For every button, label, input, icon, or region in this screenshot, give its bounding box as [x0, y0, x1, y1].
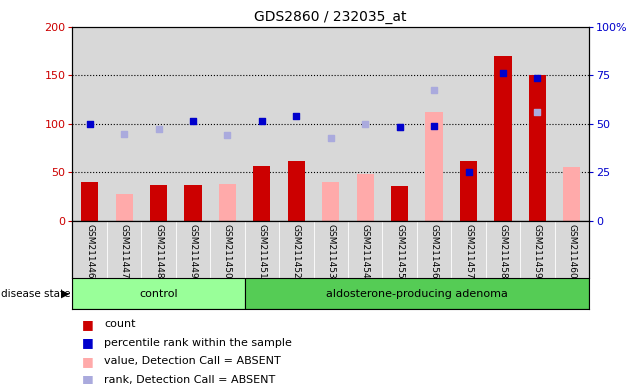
Text: GSM211452: GSM211452 [292, 223, 301, 278]
Point [464, 169, 474, 175]
Text: GSM211458: GSM211458 [498, 223, 507, 278]
Text: ■: ■ [82, 318, 94, 331]
Text: control: control [139, 289, 178, 299]
Point [498, 70, 508, 76]
Bar [495, 56, 512, 221]
Bar [81, 182, 98, 221]
Bar [150, 185, 167, 221]
Bar [563, 167, 580, 221]
Bar [219, 184, 236, 221]
Point [84, 121, 94, 127]
Text: GSM211454: GSM211454 [361, 223, 370, 278]
Text: GSM211451: GSM211451 [258, 223, 266, 278]
Text: percentile rank within the sample: percentile rank within the sample [104, 338, 292, 348]
Point [394, 124, 404, 130]
Point [532, 109, 542, 115]
Bar [253, 166, 270, 221]
Text: ■: ■ [82, 355, 94, 368]
Text: GSM211446: GSM211446 [85, 223, 94, 278]
Bar [425, 112, 443, 221]
Bar [115, 194, 133, 221]
Text: GSM211450: GSM211450 [223, 223, 232, 278]
Point [326, 135, 336, 141]
Bar [185, 185, 202, 221]
Text: GSM211459: GSM211459 [533, 223, 542, 278]
Text: GSM211455: GSM211455 [395, 223, 404, 278]
Text: GSM211460: GSM211460 [568, 223, 576, 278]
Text: ■: ■ [82, 336, 94, 349]
Bar [288, 161, 305, 221]
Point [360, 121, 370, 127]
Title: GDS2860 / 232035_at: GDS2860 / 232035_at [255, 10, 407, 25]
Text: GSM211448: GSM211448 [154, 223, 163, 278]
Point [257, 118, 267, 124]
Bar [244, 278, 589, 309]
Point [394, 124, 404, 130]
Text: disease state: disease state [1, 289, 71, 299]
Text: aldosterone-producing adenoma: aldosterone-producing adenoma [326, 289, 508, 299]
Point [222, 132, 232, 139]
Point [188, 118, 198, 124]
Text: ▶: ▶ [61, 289, 69, 299]
Bar [322, 182, 340, 221]
Text: rank, Detection Call = ABSENT: rank, Detection Call = ABSENT [104, 375, 275, 384]
Text: GSM211449: GSM211449 [188, 223, 197, 278]
Point [532, 75, 542, 81]
Bar [357, 174, 374, 221]
Text: GSM211457: GSM211457 [464, 223, 473, 278]
Bar [391, 186, 408, 221]
Point [154, 126, 164, 132]
Text: GSM211447: GSM211447 [120, 223, 129, 278]
Point [429, 123, 439, 129]
Bar [460, 161, 477, 221]
Bar [529, 75, 546, 221]
Text: count: count [104, 319, 135, 329]
Bar [72, 278, 244, 309]
Point [429, 87, 439, 93]
Text: ■: ■ [82, 373, 94, 384]
Point [291, 113, 301, 119]
Text: GSM211453: GSM211453 [326, 223, 335, 278]
Text: value, Detection Call = ABSENT: value, Detection Call = ABSENT [104, 356, 281, 366]
Point [119, 131, 129, 137]
Text: GSM211456: GSM211456 [430, 223, 438, 278]
